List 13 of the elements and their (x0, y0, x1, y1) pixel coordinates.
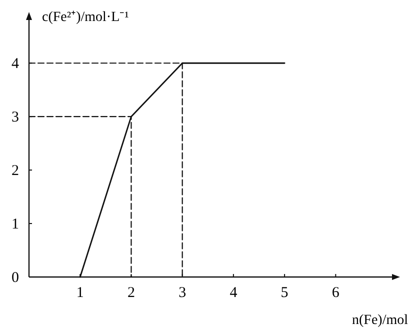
x-tick-label: 5 (280, 285, 288, 301)
y-tick-label: 0 (12, 270, 19, 286)
x-axis-title: n(Fe)/mol (352, 313, 408, 328)
x-tick-label: 1 (76, 285, 84, 301)
x-tick-label: 3 (178, 285, 186, 301)
x-tick-label: 6 (332, 285, 340, 301)
y-tick-label: 4 (12, 56, 20, 72)
x-tick-label: 4 (230, 285, 238, 301)
x-tick-label: 2 (127, 285, 135, 301)
y-tick-label: 1 (12, 216, 19, 233)
y-tick-label: 2 (12, 163, 19, 180)
y-axis-title: c(Fe²⁺)/mol·L⁻¹ (42, 10, 129, 25)
y-tick-label: 3 (12, 110, 19, 126)
